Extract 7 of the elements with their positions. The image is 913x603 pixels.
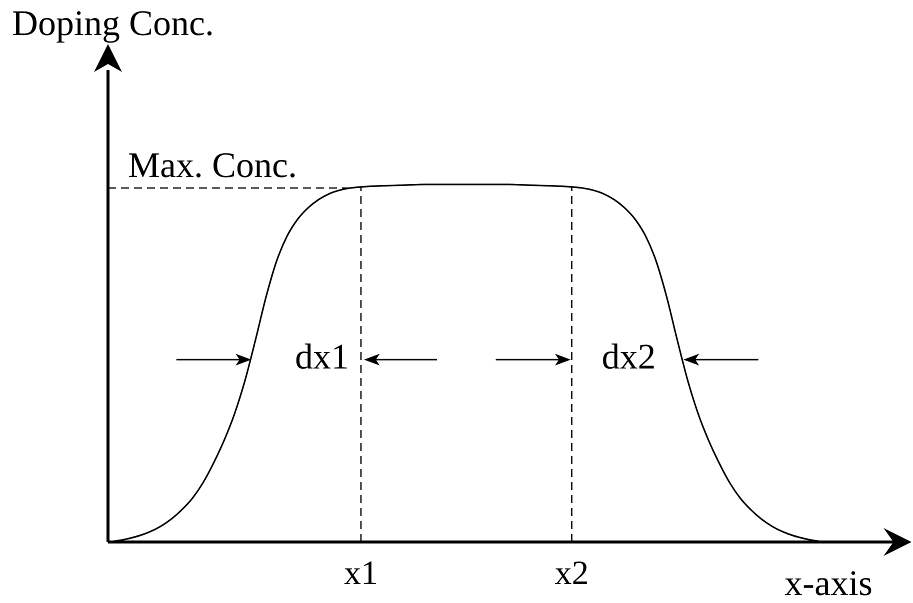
annotation: dx1	[294, 336, 349, 377]
x-tick-label: x2	[554, 555, 589, 592]
x-axis-title: x-axis	[784, 563, 872, 603]
ref-line-label: Max. Conc.	[128, 145, 297, 185]
y-axis-title: Doping Conc.	[12, 3, 214, 43]
x-tick-label: x1	[344, 555, 378, 592]
annotation: dx2	[602, 336, 656, 377]
